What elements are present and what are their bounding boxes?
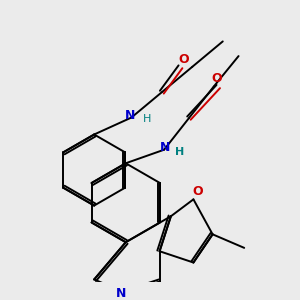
Text: N: N (124, 110, 135, 122)
Text: N: N (116, 287, 126, 300)
Text: H: H (175, 147, 184, 158)
Text: H: H (142, 114, 151, 124)
Text: O: O (178, 53, 189, 66)
Text: O: O (192, 185, 203, 198)
Text: O: O (211, 72, 222, 85)
Text: N: N (160, 141, 170, 154)
